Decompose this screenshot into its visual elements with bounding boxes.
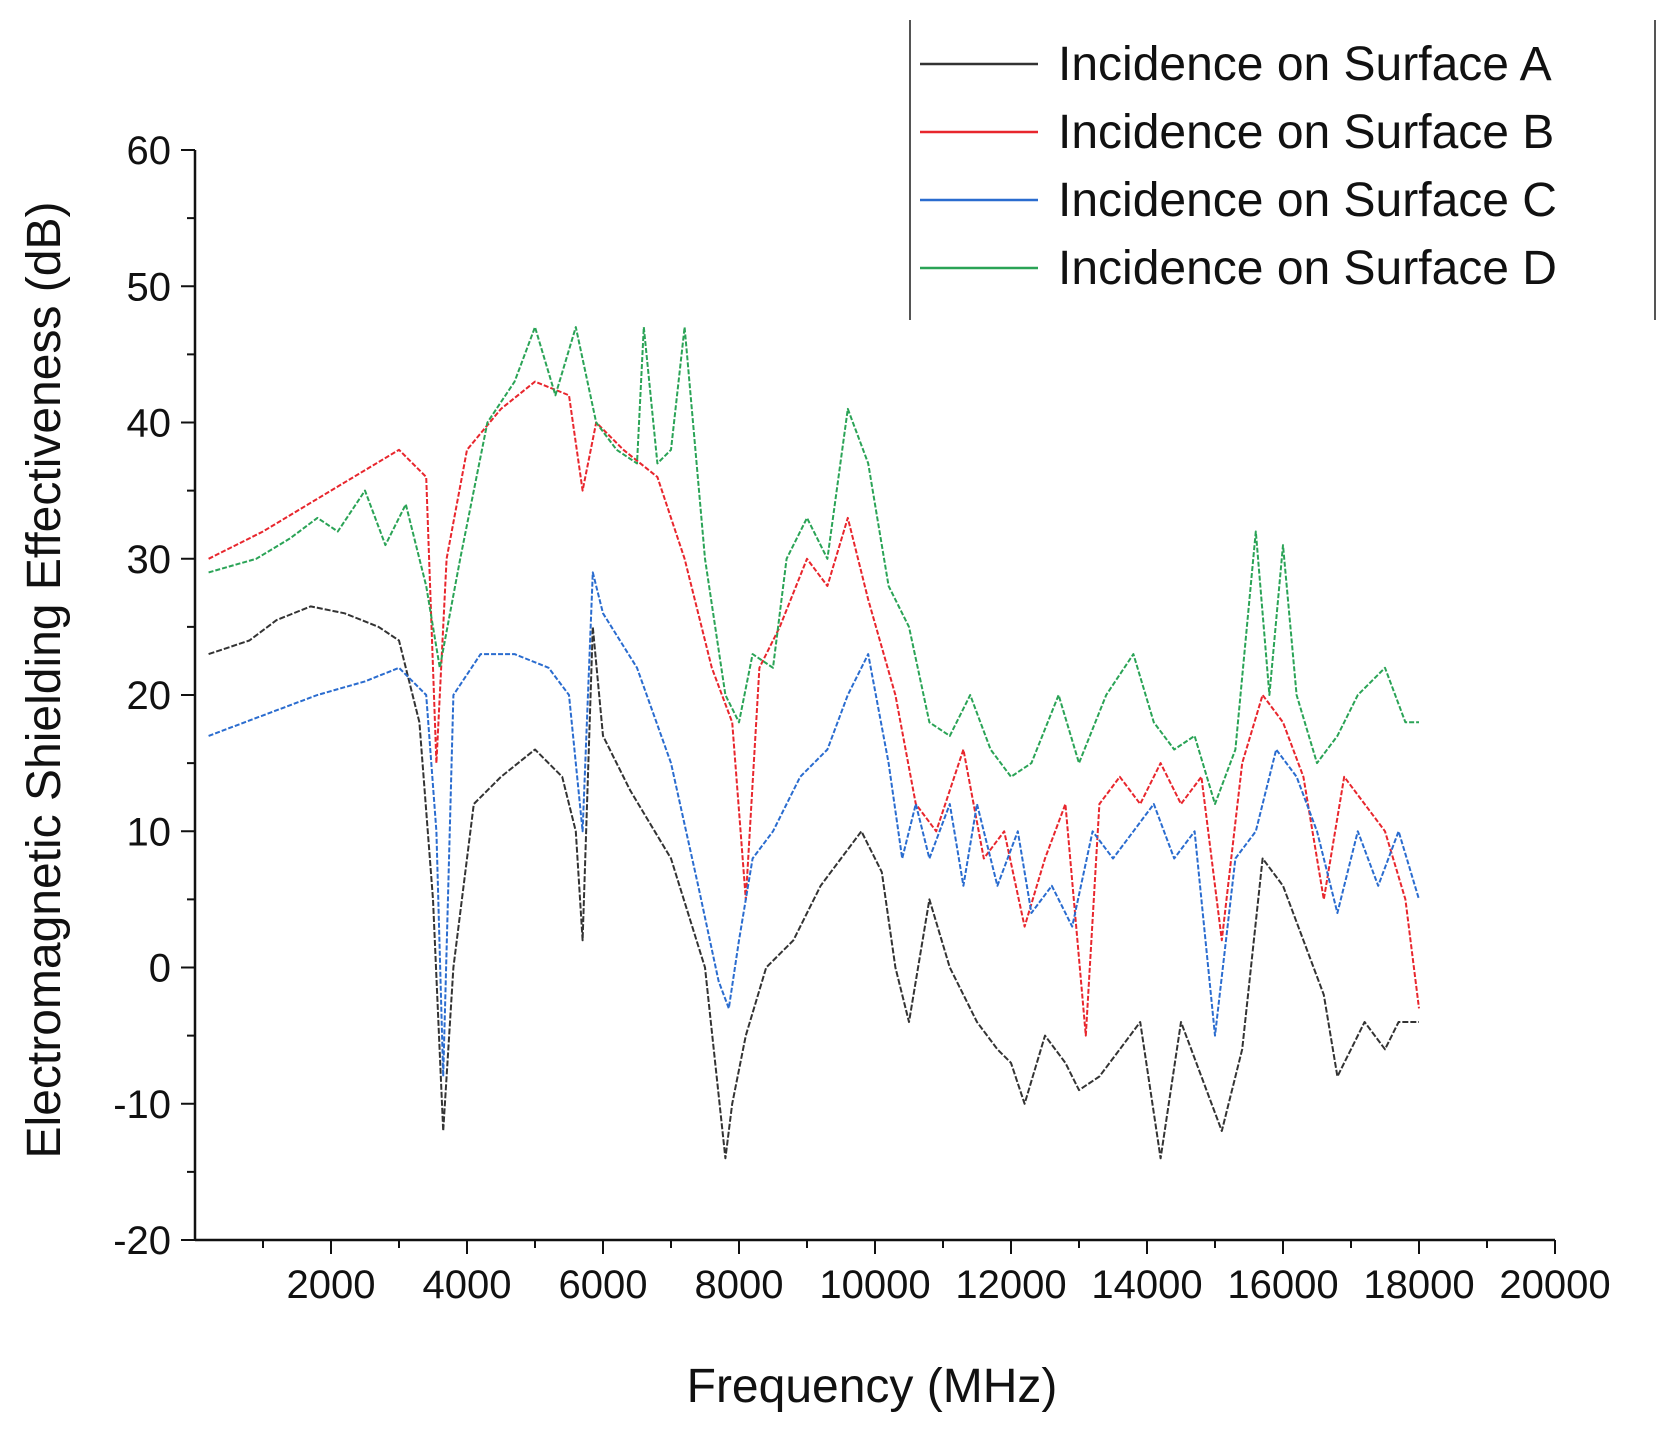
x-tick-label: 10000 (819, 1263, 930, 1307)
y-tick-label: 40 (127, 402, 172, 446)
x-tick-label: 2000 (287, 1263, 376, 1307)
x-tick-label: 20000 (1499, 1263, 1610, 1307)
y-tick-label: 50 (127, 265, 172, 309)
legend-label: Incidence on Surface D (1058, 242, 1557, 295)
series-line-c (208, 571, 1420, 1078)
x-axis-ticks: 2000 4000 6000 8000 10000 12000 14000 16000 1800… (262, 1240, 1611, 1307)
x-tick-label: 8000 (695, 1263, 784, 1307)
y-tick-label: 60 (127, 129, 172, 173)
y-axis-title: Electromagnetic Shielding Effectiveness … (18, 202, 71, 1159)
y-tick-label: -20 (113, 1219, 171, 1263)
y-tick-label: 30 (127, 538, 172, 582)
series-line-d (208, 326, 1419, 805)
x-tick-label: 14000 (1091, 1263, 1202, 1307)
x-tick-label: 4000 (423, 1263, 512, 1307)
legend-label: Incidence on Surface B (1058, 106, 1554, 159)
x-tick-label: 6000 (559, 1263, 648, 1307)
x-axis-title: Frequency (MHz) (687, 1360, 1058, 1413)
legend: Incidence on Surface A Incidence on Surfa… (909, 20, 1656, 320)
legend-label: Incidence on Surface A (1058, 38, 1552, 91)
series-line-a (208, 605, 1419, 1160)
plot-series (208, 326, 1420, 1160)
y-tick-label: -10 (113, 1083, 171, 1127)
y-tick-label: 10 (127, 810, 172, 854)
x-tick-label: 12000 (955, 1263, 1066, 1307)
y-tick-label: 20 (127, 674, 172, 718)
y-axis-ticks: -20 -10 0 10 20 30 40 50 60 (113, 129, 195, 1263)
y-tick-label: 0 (149, 947, 171, 991)
legend-label: Incidence on Surface C (1058, 174, 1557, 227)
x-tick-label: 18000 (1363, 1263, 1474, 1307)
series-line-b (208, 380, 1420, 1037)
x-tick-label: 16000 (1227, 1263, 1338, 1307)
